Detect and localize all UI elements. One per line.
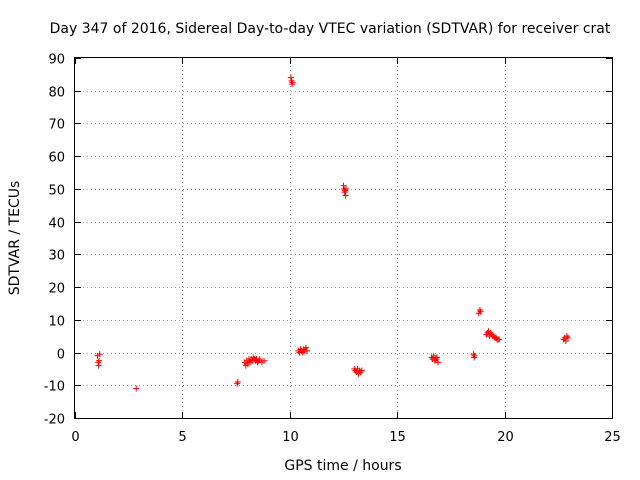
- x-tick-label: 0: [71, 430, 79, 445]
- y-tick-label: -10: [44, 380, 65, 395]
- data-point: [435, 359, 442, 366]
- data-point: [342, 192, 349, 199]
- data-point: [343, 185, 350, 192]
- data-point: [433, 354, 440, 361]
- data-point: [564, 334, 571, 341]
- y-tick-label: 0: [57, 348, 65, 363]
- x-tick-label: 15: [389, 430, 406, 445]
- data-point: [234, 379, 241, 385]
- data-point: [261, 357, 268, 364]
- y-tick-label: 10: [48, 315, 65, 330]
- y-tick-label: 60: [48, 151, 65, 166]
- y-tick-label: 70: [48, 118, 65, 133]
- y-tick-label: 20: [48, 282, 65, 297]
- x-tick-label: 10: [282, 430, 299, 445]
- axis-ticks: 0 5 10 15 20 25 -20 -10 0 10 20 30 40 50 60 70 80 90: [44, 53, 621, 446]
- data-point: [496, 336, 503, 343]
- x-tick-label: 20: [497, 430, 514, 445]
- data-point: [562, 338, 569, 345]
- chart-title: Day 347 of 2016, Sidereal Day-to-day VTE…: [50, 21, 611, 37]
- data-point: [133, 385, 140, 392]
- plot-frame: [74, 57, 613, 419]
- y-tick-label: 50: [48, 184, 65, 199]
- data-point: [96, 357, 103, 364]
- y-tick-label: -20: [44, 413, 65, 428]
- x-axis-label: GPS time / hours: [284, 458, 401, 474]
- data-point: [358, 367, 365, 374]
- data-point: [256, 356, 263, 363]
- grid-lines: [75, 58, 612, 418]
- y-tick-label: 40: [48, 217, 65, 232]
- y-axis-label: SDTVAR / TECUs: [7, 181, 23, 296]
- y-tick-label: 30: [48, 249, 65, 264]
- data-point: [287, 74, 294, 81]
- data-point: [430, 352, 437, 359]
- x-tick-label: 5: [178, 430, 186, 445]
- data-point: [471, 352, 478, 359]
- data-point: [302, 344, 309, 351]
- data-points: [94, 74, 571, 392]
- data-point: [96, 351, 103, 358]
- y-tick-label: 90: [48, 53, 65, 68]
- x-tick-label: 25: [604, 430, 621, 445]
- data-point: [289, 79, 296, 86]
- y-tick-label: 80: [48, 86, 65, 101]
- data-point: [477, 308, 484, 315]
- data-point: [303, 347, 310, 354]
